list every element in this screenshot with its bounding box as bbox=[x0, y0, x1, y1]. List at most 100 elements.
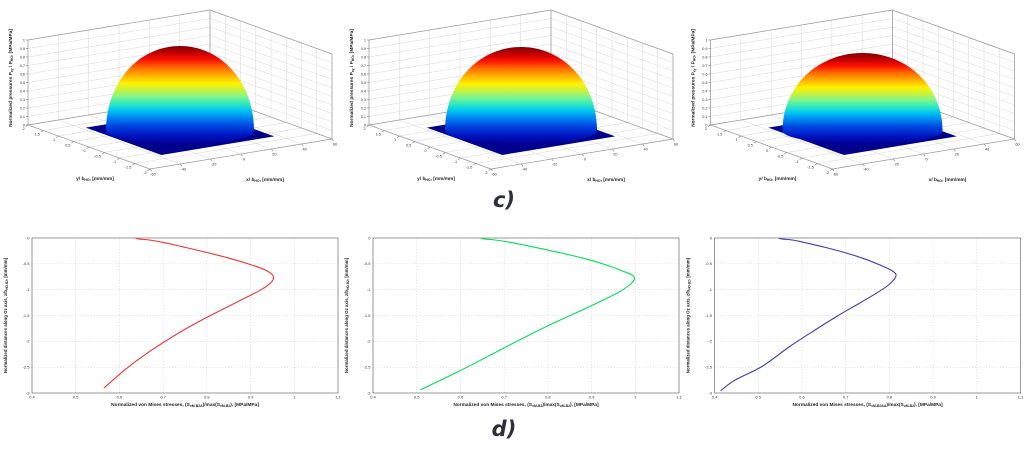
x-tick-label: 0.8 bbox=[204, 395, 210, 400]
y-tick-label: -1.5 bbox=[364, 313, 372, 318]
x-tick-label: 0.6 bbox=[117, 395, 123, 400]
x-tick-label: 20 bbox=[955, 153, 959, 157]
y-tick-label: -0.5 bbox=[94, 155, 101, 159]
z-tick-label: 0.1 bbox=[702, 115, 707, 119]
y-tick-label: -0.5 bbox=[364, 261, 372, 266]
z-tick-label: 0.1 bbox=[20, 115, 25, 119]
y-tick-label: -1.5 bbox=[23, 313, 31, 318]
z-tick-label: 0.3 bbox=[361, 98, 366, 102]
y-tick-label: 0 bbox=[766, 149, 768, 153]
y-tick-label: 2 bbox=[22, 127, 24, 131]
x-tick-label: -60 bbox=[833, 173, 839, 177]
z-tick-label: 0.3 bbox=[20, 98, 25, 102]
x-axis-label: x/ bHO, [mm/mm] bbox=[246, 177, 284, 183]
y-tick-label: 1.5 bbox=[717, 133, 722, 137]
x-tick-label: -40 bbox=[522, 168, 528, 172]
x-tick-label: 0.4 bbox=[29, 395, 35, 400]
y-axis-label: Normalized distances along Oz axis, z/bH… bbox=[344, 257, 350, 373]
x-tick-label: 0.5 bbox=[414, 395, 420, 400]
y-tick-label: -2 bbox=[143, 171, 146, 175]
x-tick-label: -20 bbox=[552, 163, 558, 167]
z-tick-label: 1 bbox=[705, 38, 707, 42]
z-tick-label: 1 bbox=[23, 38, 25, 42]
von-mises-line-plot-3: 0.4 0.5 0.6 0.7 0.8 0.9 1 1.1 0 -0.5 -1 -1.5 -2 -2.5 -… bbox=[686, 235, 1024, 408]
x-tick-label: -40 bbox=[863, 168, 869, 172]
z-tick-label: 0.7 bbox=[361, 64, 366, 68]
y-tick-label: -1.5 bbox=[705, 313, 713, 318]
z-tick-label: 0 bbox=[364, 123, 366, 127]
y-tick-label: -3 bbox=[367, 390, 371, 395]
von-mises-line-plot-2: 0.4 0.5 0.6 0.7 0.8 0.9 1 1.1 0 -0.5 -1 -1.5 -2 -2.5 -… bbox=[344, 235, 682, 408]
z-tick-label: 0.5 bbox=[361, 81, 366, 85]
x-tick-label: 0.8 bbox=[545, 395, 551, 400]
y-tick-label: -1 bbox=[708, 287, 712, 292]
x-tick-label: -60 bbox=[150, 173, 156, 177]
y-tick-label: 2 bbox=[363, 127, 365, 131]
y-tick-label: 1.5 bbox=[376, 133, 381, 137]
pressure-dome bbox=[445, 47, 597, 144]
z-tick-label: 0.2 bbox=[361, 106, 366, 110]
z-tick-label: 0.6 bbox=[702, 72, 707, 76]
y-tick-label: -1 bbox=[367, 287, 371, 292]
y-tick-label: -1.5 bbox=[807, 166, 814, 170]
y-tick-label: -2 bbox=[708, 339, 712, 344]
y-tick-label: -3 bbox=[708, 390, 712, 395]
x-tick-label: 20 bbox=[613, 153, 617, 157]
y-tick-label: -1 bbox=[113, 160, 116, 164]
x-axis-label: x/ bHO, [mm/mm] bbox=[587, 177, 625, 183]
x-tick-label: 1.1 bbox=[676, 395, 682, 400]
x-tick-label: 0 bbox=[584, 158, 586, 162]
von-mises-curve bbox=[420, 237, 636, 390]
z-tick-label: 0.5 bbox=[20, 81, 25, 85]
z-tick-label: 0.8 bbox=[361, 55, 366, 59]
z-tick-label: 0.9 bbox=[702, 47, 707, 51]
y-tick-label: 0 bbox=[710, 235, 713, 240]
y-tick-label: -3 bbox=[26, 390, 30, 395]
x-tick-label: 20 bbox=[272, 153, 276, 157]
z-tick-label: 1 bbox=[364, 38, 366, 42]
x-tick-label: -60 bbox=[491, 173, 497, 177]
z-tick-label: 0.4 bbox=[361, 89, 366, 93]
x-tick-label: 0.7 bbox=[501, 395, 507, 400]
y-tick-label: 2 bbox=[705, 127, 707, 131]
x-tick-label: 0.7 bbox=[843, 395, 849, 400]
x-tick-label: -20 bbox=[893, 163, 899, 167]
x-tick-label: 60 bbox=[674, 143, 678, 147]
z-tick-label: 0.9 bbox=[20, 47, 25, 51]
y-tick-label: 0 bbox=[83, 149, 85, 153]
x-tick-label: 40 bbox=[303, 148, 307, 152]
y-tick-label: 0.5 bbox=[65, 144, 70, 148]
y-tick-label: -1 bbox=[26, 287, 30, 292]
z-tick-label: 0 bbox=[705, 123, 707, 127]
y-tick-label: -1 bbox=[795, 160, 798, 164]
x-tick-label: -20 bbox=[211, 163, 217, 167]
pressure-surface-plot-1: 0 0.1 0.2 0.3 0.4 0.5 0.6 0.7 0.8 0.9 1 -2 -1.5 -1 -0.… bbox=[8, 9, 337, 183]
x-tick-label: 40 bbox=[985, 148, 989, 152]
x-tick-label: 0.9 bbox=[930, 395, 936, 400]
z-tick-label: 0.4 bbox=[702, 89, 707, 93]
y-tick-label: 0.5 bbox=[748, 144, 753, 148]
x-tick-label: 0.4 bbox=[712, 395, 718, 400]
z-tick-label: 0.8 bbox=[702, 55, 707, 59]
x-tick-label: 60 bbox=[1015, 143, 1019, 147]
y-tick-label: -2 bbox=[367, 339, 371, 344]
y-axis-label: Normalized distances along Oz axis, z/bH… bbox=[3, 257, 9, 373]
x-tick-label: 0.6 bbox=[799, 395, 805, 400]
y-tick-label: -0.5 bbox=[23, 261, 31, 266]
z-tick-label: 0.5 bbox=[702, 81, 707, 85]
y-tick-label: -0.5 bbox=[705, 261, 713, 266]
x-tick-label: 0.7 bbox=[160, 395, 166, 400]
y-axis-label: y/ bHO, [mm/mm] bbox=[76, 176, 114, 182]
z-axis-label: Normalized pressures Pxy / PHO, [MPa/MPa… bbox=[691, 29, 697, 127]
y-tick-label: 1.5 bbox=[35, 133, 40, 137]
x-axis-label: x/ bHO, [mm/mm] bbox=[929, 177, 967, 183]
y-axis-label: y/ bHO, [mm/mm] bbox=[759, 176, 797, 182]
y-tick-label: -1 bbox=[454, 160, 457, 164]
y-tick-label: -2.5 bbox=[23, 364, 31, 369]
z-tick-label: 0 bbox=[23, 123, 25, 127]
pressure-dome bbox=[782, 53, 943, 144]
y-tick-label: 0 bbox=[27, 235, 30, 240]
y-tick-label: -0.5 bbox=[435, 155, 442, 159]
x-tick-label: -40 bbox=[181, 168, 187, 172]
x-tick-label: 0.9 bbox=[589, 395, 595, 400]
